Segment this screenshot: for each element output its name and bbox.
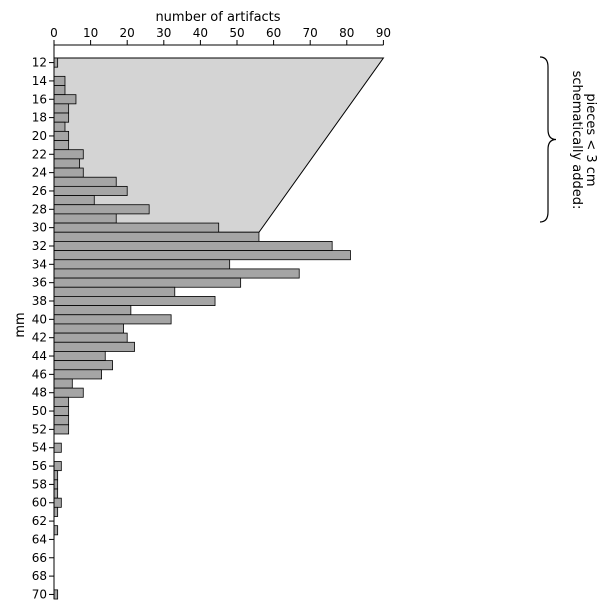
bar-45mm bbox=[53, 360, 113, 371]
annotation-line-1: schematically added: bbox=[569, 71, 584, 210]
y-tick-label: 24 bbox=[32, 166, 47, 180]
bar-28mm bbox=[53, 204, 150, 215]
x-tick-label: 30 bbox=[156, 26, 171, 40]
bar-70mm bbox=[53, 589, 59, 600]
bar-27mm bbox=[53, 195, 95, 206]
bar-60mm bbox=[53, 497, 62, 508]
y-tick-label: 70 bbox=[32, 587, 47, 601]
bar-19mm bbox=[53, 121, 66, 132]
x-tick-label: 20 bbox=[120, 26, 135, 40]
bar-20mm bbox=[53, 130, 70, 141]
bar-48mm bbox=[53, 387, 84, 398]
x-tick-label: 50 bbox=[229, 26, 244, 40]
bar-61mm bbox=[53, 506, 59, 517]
bar-14mm bbox=[53, 75, 66, 86]
y-tick-label: 62 bbox=[32, 514, 47, 528]
y-tick-label: 52 bbox=[32, 422, 47, 436]
bar-25mm bbox=[53, 176, 117, 187]
y-tick-label: 60 bbox=[32, 496, 47, 510]
bar-30mm bbox=[53, 222, 220, 233]
y-tick-label: 68 bbox=[32, 569, 47, 583]
bar-15mm bbox=[53, 85, 66, 96]
brace-annotation: schematically added: pieces < 3 cm bbox=[539, 56, 598, 223]
bar-37mm bbox=[53, 286, 176, 297]
x-tick-label: 60 bbox=[266, 26, 281, 40]
x-tick-label: 0 bbox=[50, 26, 58, 40]
bar-12mm bbox=[53, 57, 59, 68]
x-tick-label: 80 bbox=[339, 26, 354, 40]
y-tick-label: 56 bbox=[32, 459, 47, 473]
bar-56mm bbox=[53, 461, 62, 472]
x-tick-label: 10 bbox=[83, 26, 98, 40]
y-axis: 12 14 16 18 20 22 24 26 28 30 32 34 36 38 40 42 44 46 48 50… bbox=[32, 45, 55, 601]
y-tick-label: 48 bbox=[32, 386, 47, 400]
bar-26mm bbox=[53, 185, 128, 196]
y-tick-label: 50 bbox=[32, 404, 47, 418]
bar-42mm bbox=[53, 332, 128, 343]
bar-52mm bbox=[53, 424, 70, 435]
y-tick-label: 34 bbox=[32, 257, 47, 271]
y-tick-label: 54 bbox=[32, 441, 47, 455]
bar-40mm bbox=[53, 314, 172, 325]
y-tick-label: 36 bbox=[32, 276, 47, 290]
y-tick-label: 14 bbox=[32, 74, 47, 88]
y-tick-label: 18 bbox=[32, 111, 47, 125]
bar-22mm bbox=[53, 149, 84, 160]
y-tick-label: 16 bbox=[32, 92, 47, 106]
bar-49mm bbox=[53, 396, 70, 407]
bar-31mm bbox=[53, 231, 260, 242]
bar-46mm bbox=[53, 369, 102, 380]
y-tick-label: 42 bbox=[32, 331, 47, 345]
bar-32mm bbox=[53, 240, 333, 251]
bar-34mm bbox=[53, 259, 231, 270]
y-tick-label: 58 bbox=[32, 477, 47, 491]
bar-43mm bbox=[53, 341, 135, 352]
bar-23mm bbox=[53, 158, 81, 169]
bar-21mm bbox=[53, 140, 70, 151]
y-tick-label: 20 bbox=[32, 129, 47, 143]
y-tick-label: 40 bbox=[32, 312, 47, 326]
bar-35mm bbox=[53, 268, 300, 279]
bar-39mm bbox=[53, 305, 132, 316]
bar-63mm bbox=[53, 525, 59, 536]
bar-33mm bbox=[53, 250, 351, 261]
bar-47mm bbox=[53, 378, 73, 389]
bar-17mm bbox=[53, 103, 70, 114]
y-tick-label: 22 bbox=[32, 147, 47, 161]
x-axis: 0 10 20 30 40 50 60 70 80 90 bbox=[50, 26, 391, 46]
bar-59mm bbox=[53, 488, 59, 499]
bar-18mm bbox=[53, 112, 70, 123]
x-tick-label: 70 bbox=[303, 26, 318, 40]
y-tick-label: 46 bbox=[32, 367, 47, 381]
y-tick-label: 38 bbox=[32, 294, 47, 308]
bar-58mm bbox=[53, 479, 59, 490]
bar-16mm bbox=[53, 94, 77, 105]
x-tick-label: 40 bbox=[193, 26, 208, 40]
y-tick-label: 12 bbox=[32, 56, 47, 70]
y-tick-label: 26 bbox=[32, 184, 47, 198]
y-tick-label: 30 bbox=[32, 221, 47, 235]
bar-50mm bbox=[53, 406, 70, 417]
bar-38mm bbox=[53, 296, 216, 306]
bar-36mm bbox=[53, 277, 242, 288]
bar-24mm bbox=[53, 167, 84, 178]
y-axis-title: mm bbox=[13, 312, 28, 337]
bar-41mm bbox=[53, 323, 124, 334]
annotation-line-2: pieces < 3 cm bbox=[583, 93, 598, 186]
y-tick-label: 44 bbox=[32, 349, 47, 363]
x-axis-title: number of artifacts bbox=[155, 10, 280, 25]
curly-brace-icon bbox=[539, 56, 557, 223]
bar-51mm bbox=[53, 415, 70, 426]
x-tick-label: 90 bbox=[376, 26, 391, 40]
y-tick-label: 64 bbox=[32, 532, 47, 546]
y-tick-label: 32 bbox=[32, 239, 47, 253]
bar-29mm bbox=[53, 213, 117, 224]
bar-44mm bbox=[53, 351, 106, 362]
bar-57mm bbox=[53, 470, 59, 481]
y-tick-label: 28 bbox=[32, 202, 47, 216]
y-tick-label: 66 bbox=[32, 551, 47, 565]
bar-54mm bbox=[53, 442, 62, 453]
